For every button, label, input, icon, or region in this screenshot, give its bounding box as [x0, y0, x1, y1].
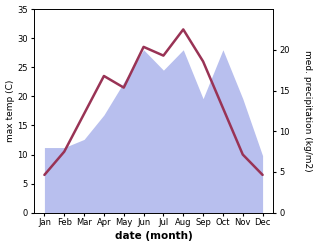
X-axis label: date (month): date (month) [114, 231, 192, 242]
Y-axis label: max temp (C): max temp (C) [5, 80, 15, 142]
Y-axis label: med. precipitation (kg/m2): med. precipitation (kg/m2) [303, 50, 313, 172]
